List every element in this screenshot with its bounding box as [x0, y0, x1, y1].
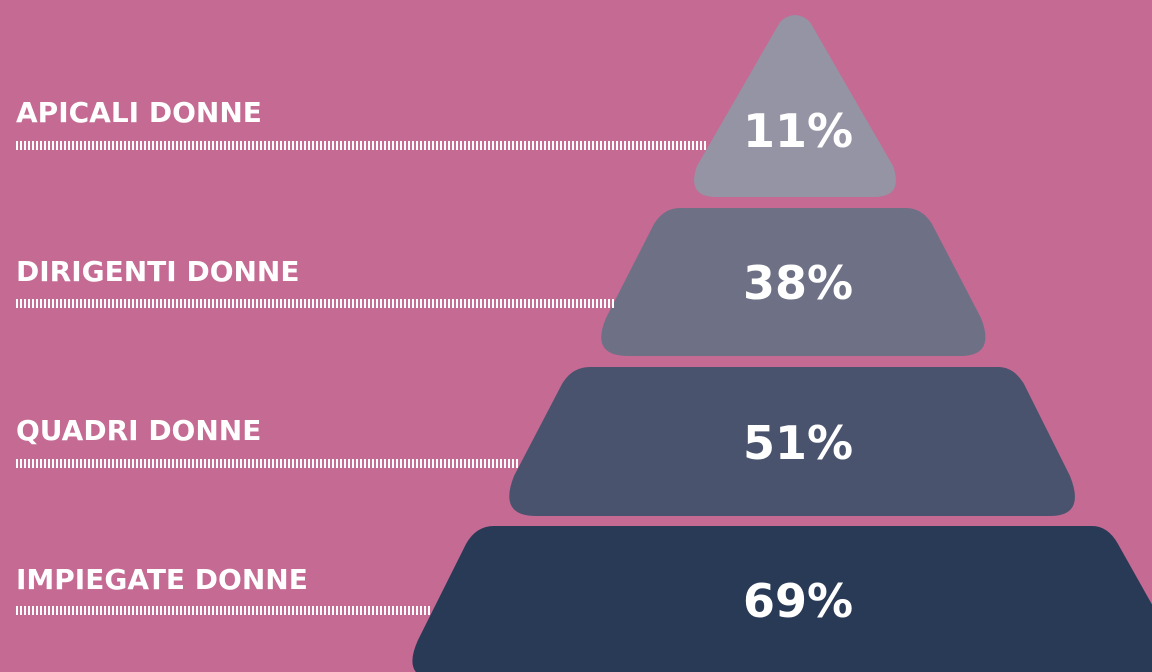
level-value-quadri: 51% [742, 416, 854, 470]
pyramid-level-3-shape [509, 367, 1075, 516]
dotted-leader-line [16, 606, 430, 615]
level-value-impiegate: 69% [742, 574, 854, 628]
level-value-dirigenti: 38% [742, 256, 854, 310]
level-label-impiegate: IMPIEGATE DONNE [16, 563, 308, 596]
pyramid-level-1-shape [694, 15, 896, 197]
level-label-quadri: QUADRI DONNE [16, 414, 262, 447]
level-label-dirigenti: DIRIGENTI DONNE [16, 255, 300, 288]
dotted-leader-line [16, 459, 520, 468]
dotted-leader-line [16, 141, 706, 150]
dotted-leader-line [16, 299, 614, 308]
pyramid-level-2-shape [601, 208, 986, 356]
level-label-apicali: APICALI DONNE [16, 96, 262, 129]
level-value-apicali: 11% [742, 104, 854, 158]
pyramid-level-4-shape [412, 526, 1152, 672]
